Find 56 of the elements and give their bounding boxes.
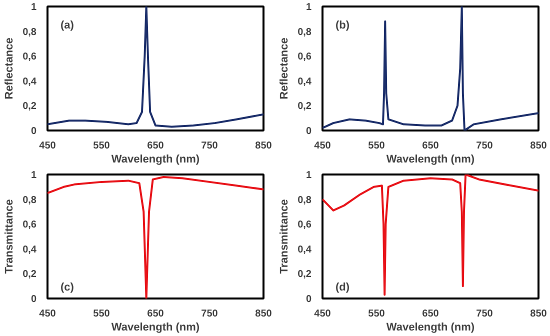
y-tick-label: 0,8 bbox=[22, 26, 37, 38]
y-tick-label: 0 bbox=[306, 126, 312, 137]
y-axis-title: Reflectance bbox=[4, 38, 16, 100]
x-tick-label: 850 bbox=[255, 308, 272, 320]
annotation: (b) bbox=[335, 19, 350, 32]
x-axis-title: Wavelength (nm) bbox=[111, 322, 200, 334]
x-tick-label: 450 bbox=[314, 308, 332, 320]
y-tick-label: 1 bbox=[306, 170, 312, 181]
annotation: (a) bbox=[60, 19, 74, 32]
y-tick-label: 0,8 bbox=[22, 194, 37, 206]
y-tick-label: 0,4 bbox=[298, 76, 312, 88]
x-tick-label: 850 bbox=[255, 140, 272, 152]
y-axis-title: Transmittance bbox=[278, 199, 291, 274]
y-tick-label: 0,4 bbox=[298, 244, 312, 256]
x-tick-label: 650 bbox=[147, 140, 164, 152]
y-tick-label: 0,6 bbox=[22, 52, 37, 63]
y-tick-label: 0 bbox=[30, 294, 37, 305]
x-tick-label: 750 bbox=[201, 140, 218, 152]
y-tick-label: 0 bbox=[306, 294, 312, 305]
x-tick-label: 750 bbox=[201, 308, 218, 320]
x-axis-title: Wavelength (nm) bbox=[111, 154, 200, 166]
y-tick-label: 0,2 bbox=[22, 101, 37, 112]
x-tick-label: 450 bbox=[39, 308, 56, 320]
x-tick-label: 650 bbox=[422, 308, 440, 320]
y-tick-label: 0,2 bbox=[298, 269, 312, 280]
y-tick-label: 1 bbox=[30, 2, 37, 13]
x-tick-label: 750 bbox=[476, 140, 494, 152]
x-tick-label: 650 bbox=[147, 308, 164, 320]
x-tick-label: 550 bbox=[368, 308, 386, 320]
x-tick-label: 450 bbox=[314, 140, 332, 152]
y-tick-label: 0 bbox=[30, 126, 37, 137]
y-axis-title: Transmittance bbox=[4, 199, 16, 274]
x-tick-label: 550 bbox=[368, 140, 386, 152]
y-tick-label: 0,8 bbox=[298, 194, 312, 206]
y-tick-label: 1 bbox=[30, 170, 37, 181]
y-tick-label: 0,6 bbox=[298, 52, 312, 63]
y-tick-label: 0,8 bbox=[298, 26, 312, 38]
x-tick-label: 550 bbox=[93, 140, 110, 152]
y-tick-label: 1 bbox=[306, 2, 312, 13]
x-tick-label: 650 bbox=[422, 140, 440, 152]
annotation: (c) bbox=[60, 282, 74, 294]
x-axis-title: Wavelength (nm) bbox=[386, 322, 475, 334]
x-tick-label: 850 bbox=[530, 140, 548, 152]
x-axis-title: Wavelength (nm) bbox=[386, 154, 475, 166]
y-tick-label: 0,4 bbox=[22, 76, 37, 88]
annotation: (d) bbox=[335, 282, 350, 294]
y-tick-label: 0,2 bbox=[22, 269, 37, 280]
y-tick-label: 0,6 bbox=[22, 220, 37, 231]
y-tick-label: 0,2 bbox=[298, 101, 312, 112]
y-axis-title: Reflectance bbox=[278, 38, 291, 100]
y-tick-label: 0,4 bbox=[22, 244, 37, 256]
x-tick-label: 750 bbox=[476, 308, 494, 320]
x-tick-label: 450 bbox=[39, 140, 56, 152]
y-tick-label: 0,6 bbox=[298, 220, 312, 231]
x-tick-label: 850 bbox=[530, 308, 548, 320]
x-tick-label: 550 bbox=[93, 308, 110, 320]
